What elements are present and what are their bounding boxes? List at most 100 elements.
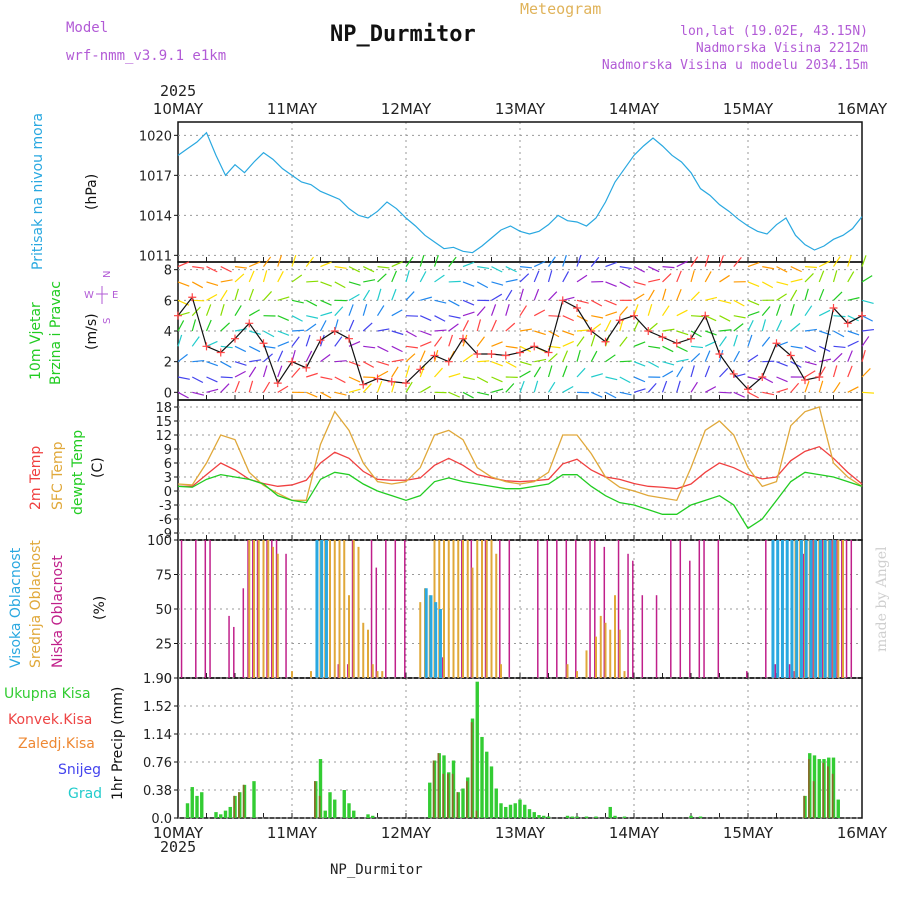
wind-barb (676, 270, 682, 283)
wind-barb (819, 358, 832, 363)
wind-barb (291, 299, 304, 304)
wind-barb (662, 370, 674, 378)
wind-gust-marker (259, 339, 268, 348)
wind-barb (676, 358, 689, 363)
total-precip-bar (475, 681, 479, 818)
wind-barb (818, 366, 826, 378)
wind-barb (761, 319, 767, 332)
wind-barb (591, 391, 603, 398)
total-precip-bar (461, 788, 465, 818)
wind-barb (704, 315, 717, 322)
conv-precip-bar (442, 773, 444, 818)
wind-barb (562, 315, 574, 322)
wind-gust-marker (245, 319, 254, 328)
wind-barb (776, 293, 787, 301)
wind-gust-marker (672, 339, 681, 348)
wind-barb (591, 373, 603, 378)
wind-barb (648, 278, 661, 283)
wind-barb (733, 323, 744, 332)
total-precip-bar (323, 810, 327, 818)
wind-barb (277, 296, 290, 301)
wind-barb (220, 289, 228, 301)
wind-barb (605, 376, 618, 381)
wind-barb (519, 345, 532, 353)
wind-barb (818, 260, 831, 268)
wind-barb (861, 315, 873, 322)
wind-barb (362, 303, 368, 316)
wind-gust-marker (473, 350, 482, 358)
wind-barb (547, 365, 553, 378)
wind-barb (234, 288, 239, 301)
wind-barb (718, 255, 725, 267)
wind-barb (704, 340, 717, 347)
wind-barb (747, 334, 753, 347)
wind-barb (434, 299, 447, 304)
wind-barb (633, 293, 645, 301)
y-tick-label: 8 (164, 264, 172, 279)
wind-barb (248, 380, 254, 393)
wind-barb (234, 345, 247, 353)
wind-barb (818, 288, 825, 301)
y-tick-label: 50 (155, 603, 172, 618)
wind-barb (619, 306, 629, 317)
wind-barb (761, 281, 774, 289)
wind-barb (391, 309, 403, 317)
wind-barb (690, 315, 704, 318)
wind-gust-marker (558, 296, 567, 305)
x-tick-label-top: 16MAY (837, 100, 888, 118)
wind-barb (306, 280, 319, 283)
wind-barb (733, 334, 738, 347)
wind-barb (177, 391, 189, 399)
wind-barb (362, 289, 371, 301)
wind-barb (377, 328, 390, 332)
wind-barb (220, 361, 232, 368)
total-precip-bar (527, 809, 532, 818)
total-precip-bar (318, 759, 323, 818)
wind-gust-marker (729, 369, 738, 378)
wind-barb (305, 323, 317, 332)
wind-gust-marker (345, 334, 353, 343)
wind-barb (476, 281, 489, 289)
wind-barb (590, 334, 596, 347)
wind-barb (833, 352, 843, 363)
wind-barb (833, 330, 845, 338)
wind-barb (248, 309, 260, 317)
wind-barb (818, 270, 825, 283)
wind-barb (605, 311, 618, 317)
wind-barb (605, 391, 617, 399)
wind-barb (647, 382, 657, 393)
wind-barb (861, 336, 870, 347)
wind-barb (661, 305, 670, 316)
wind-barb (833, 315, 846, 318)
wind-barb (505, 266, 517, 273)
wind-barb (491, 266, 503, 273)
wind-barb (719, 336, 727, 347)
wind-gust-marker (273, 379, 282, 388)
wind-barb (420, 296, 432, 301)
wind-barb (533, 380, 539, 393)
x-tick-label-bottom: 12MAY (381, 824, 432, 842)
wind-barb (704, 365, 711, 378)
wind-barb (348, 304, 354, 316)
total-precip-bar (366, 814, 370, 818)
wind-barb (362, 266, 375, 273)
wind-barb (676, 330, 689, 336)
y-tick-label: 1.14 (143, 728, 172, 743)
wind-barb (462, 320, 469, 332)
wind-barb (490, 304, 497, 316)
conv-precip-bar (318, 795, 321, 818)
wind-barb (619, 360, 632, 363)
wind-barb (762, 391, 775, 396)
wind-barb (776, 281, 789, 286)
wind-gust-marker (459, 334, 467, 343)
wind-barb (519, 328, 532, 332)
wind-barb (590, 256, 600, 267)
wind-barb (662, 266, 675, 269)
wind-barb (519, 288, 524, 301)
wind-barb (362, 383, 372, 393)
legend-graupel: Grad (68, 786, 103, 802)
x-tick-label-bottom: 16MAY (837, 824, 888, 842)
total-precip-bar (328, 792, 332, 818)
wind-barb (476, 306, 486, 317)
